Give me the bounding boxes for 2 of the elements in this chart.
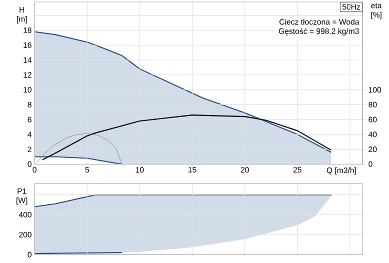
line-series (36, 133, 122, 164)
line-series (42, 114, 332, 160)
